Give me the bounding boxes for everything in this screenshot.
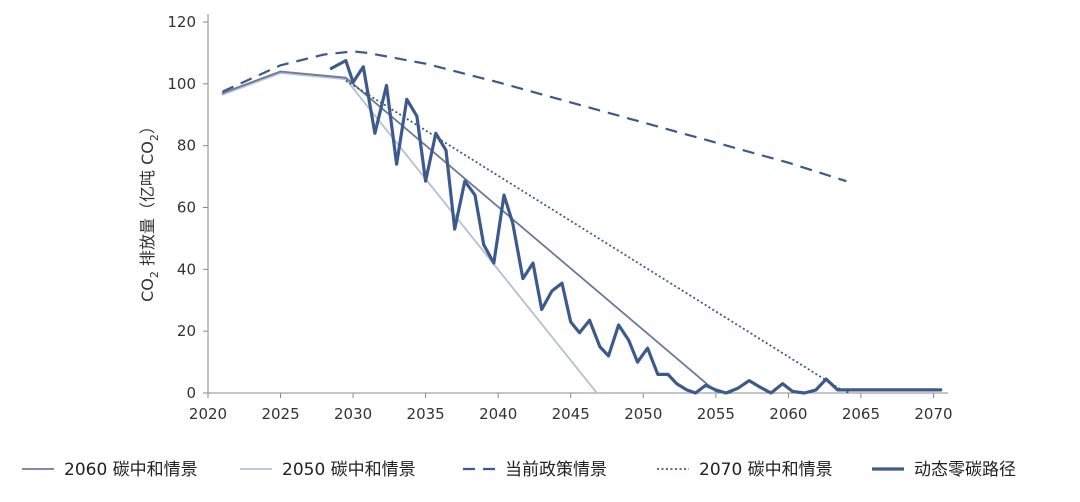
- x-tick-label: 2035: [407, 405, 445, 423]
- y-tick-label: 20: [177, 322, 196, 340]
- legend-label-0: 2060 碳中和情景: [64, 460, 198, 480]
- x-tick-label: 2040: [479, 405, 517, 423]
- x-tick-label: 2060: [769, 405, 807, 423]
- x-tick-label: 2050: [624, 405, 662, 423]
- series-line-1: [221, 72, 717, 394]
- series-line-2: [222, 50, 847, 183]
- x-tick-label: 2055: [697, 405, 735, 423]
- y-tick-label: 0: [186, 384, 196, 402]
- x-tick-label: 2030: [334, 405, 372, 423]
- y-tick-label: 100: [167, 75, 196, 93]
- legend-label-4: 动态零碳路径: [914, 460, 1016, 480]
- legend-label-3: 2070 碳中和情景: [699, 460, 833, 480]
- series-layer: [221, 50, 943, 395]
- x-tick-label: 2070: [914, 405, 952, 423]
- y-tick-label: 80: [177, 137, 196, 155]
- y-axis-title-mid-subscript: 2: [148, 134, 161, 141]
- x-tick-label: 2020: [189, 405, 227, 423]
- y-axis-title: CO2 排放量（亿吨 CO2）: [138, 118, 161, 302]
- legend: 2060 碳中和情景 2050 碳中和情景 当前政策情景 2070 碳中和情景 动态零碳…: [22, 460, 1016, 480]
- x-tick-label: 2045: [552, 405, 590, 423]
- legend-label-2: 当前政策情景: [505, 460, 607, 480]
- y-axis-title-mid: 排放量（亿吨 CO: [138, 141, 157, 271]
- y-tick-label: 40: [177, 260, 196, 278]
- series-line-0: [221, 70, 732, 394]
- y-axis-title-suffix: ）: [138, 118, 157, 134]
- y-axis-title-prefix: CO: [138, 278, 157, 302]
- x-tick-label: 2025: [261, 405, 299, 423]
- x-tick-label: 2065: [842, 405, 880, 423]
- series-line-4: [329, 59, 943, 395]
- y-axis-title-prefix-subscript: 2: [148, 271, 161, 278]
- legend-label-1: 2050 碳中和情景: [282, 460, 416, 480]
- series-line-3: [345, 79, 850, 394]
- y-tick-label: 60: [177, 199, 196, 217]
- y-tick-label: 120: [167, 13, 196, 31]
